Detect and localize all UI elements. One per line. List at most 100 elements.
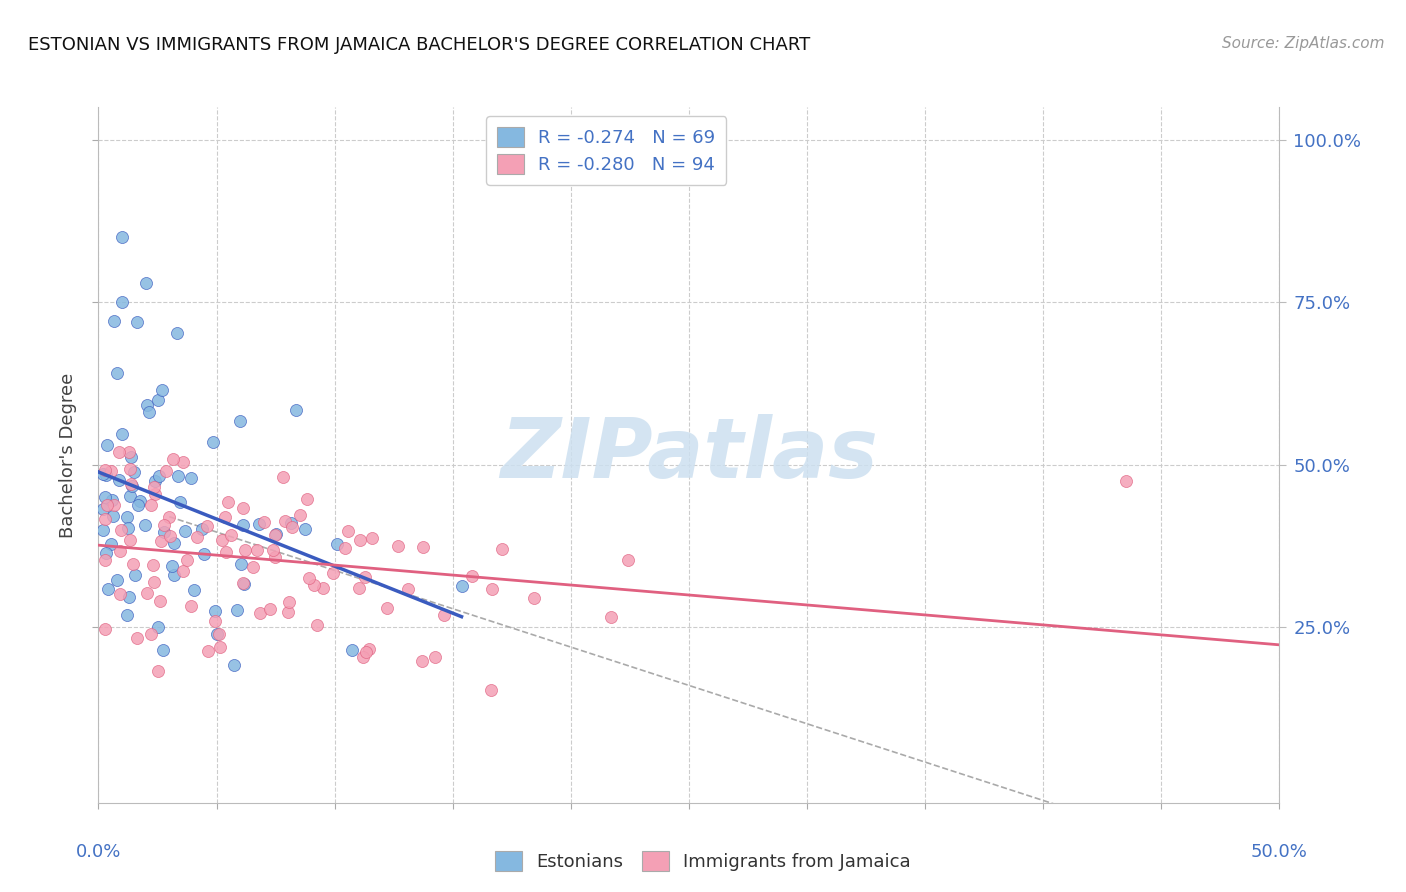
Point bbox=[262, 543, 284, 558]
Point bbox=[120, 489, 142, 503]
Point bbox=[94, 463, 117, 477]
Point bbox=[103, 498, 125, 512]
Point bbox=[411, 654, 433, 668]
Point bbox=[232, 501, 254, 516]
Legend: R = -0.274   N = 69, R = -0.280   N = 94: R = -0.274 N = 69, R = -0.280 N = 94 bbox=[486, 116, 727, 185]
Point bbox=[110, 523, 132, 537]
Point bbox=[354, 644, 377, 658]
Point bbox=[209, 640, 232, 655]
Point bbox=[259, 602, 281, 616]
Point bbox=[349, 533, 371, 548]
Point bbox=[105, 367, 128, 381]
Point bbox=[336, 524, 359, 538]
Point bbox=[264, 528, 287, 542]
Point bbox=[217, 495, 239, 509]
Point bbox=[142, 575, 165, 590]
Point bbox=[167, 468, 190, 483]
Point bbox=[96, 438, 118, 452]
Point bbox=[215, 545, 238, 559]
Point bbox=[191, 522, 214, 536]
Text: 0.0%: 0.0% bbox=[76, 843, 121, 861]
Point bbox=[183, 582, 205, 597]
Point bbox=[232, 576, 254, 591]
Legend: Estonians, Immigrants from Jamaica: Estonians, Immigrants from Jamaica bbox=[488, 844, 918, 879]
Point bbox=[111, 426, 134, 441]
Point bbox=[96, 546, 118, 560]
Point bbox=[333, 541, 356, 555]
Point bbox=[134, 517, 156, 532]
Point bbox=[153, 517, 176, 532]
Point bbox=[229, 557, 252, 571]
Point bbox=[312, 581, 335, 595]
Text: ESTONIAN VS IMMIGRANTS FROM JAMAICA BACHELOR'S DEGREE CORRELATION CHART: ESTONIAN VS IMMIGRANTS FROM JAMAICA BACH… bbox=[28, 36, 810, 54]
Point bbox=[197, 519, 219, 533]
Point bbox=[91, 523, 114, 537]
Point bbox=[207, 626, 229, 640]
Point bbox=[302, 577, 325, 591]
Point bbox=[481, 582, 503, 596]
Point bbox=[264, 549, 287, 564]
Point bbox=[172, 564, 194, 578]
Point bbox=[135, 585, 157, 599]
Point bbox=[326, 536, 349, 550]
Point bbox=[124, 568, 146, 582]
Point bbox=[222, 658, 245, 673]
Point bbox=[274, 514, 297, 528]
Point bbox=[122, 557, 145, 571]
Text: ZIPatlas: ZIPatlas bbox=[501, 415, 877, 495]
Point bbox=[145, 474, 167, 488]
Point bbox=[108, 473, 131, 487]
Point bbox=[166, 326, 188, 341]
Point bbox=[128, 499, 150, 513]
Point bbox=[285, 403, 308, 417]
Point bbox=[155, 464, 177, 478]
Point bbox=[110, 587, 132, 601]
Point bbox=[150, 383, 173, 397]
Point bbox=[233, 576, 256, 591]
Point bbox=[360, 531, 382, 545]
Point bbox=[125, 314, 148, 328]
Point bbox=[433, 607, 456, 622]
Point bbox=[305, 618, 328, 632]
Point bbox=[232, 518, 254, 533]
Point bbox=[105, 573, 128, 587]
Point bbox=[253, 515, 276, 529]
Point bbox=[141, 627, 163, 641]
Point bbox=[96, 499, 118, 513]
Point bbox=[160, 559, 183, 574]
Point bbox=[295, 491, 318, 506]
Point bbox=[211, 533, 233, 547]
Point bbox=[94, 511, 117, 525]
Point bbox=[135, 398, 157, 412]
Point bbox=[204, 614, 226, 628]
Point bbox=[172, 455, 194, 469]
Point bbox=[450, 579, 472, 593]
Point bbox=[322, 566, 344, 580]
Point bbox=[117, 607, 139, 622]
Point bbox=[157, 509, 180, 524]
Point bbox=[148, 594, 170, 608]
Point bbox=[128, 494, 150, 508]
Point bbox=[294, 522, 316, 536]
Point bbox=[193, 547, 215, 561]
Point bbox=[423, 649, 446, 664]
Point bbox=[491, 541, 513, 556]
Point bbox=[352, 649, 374, 664]
Point bbox=[169, 494, 191, 508]
Point bbox=[233, 542, 256, 557]
Point bbox=[375, 601, 398, 615]
Point bbox=[111, 295, 134, 310]
Point bbox=[354, 569, 377, 583]
Point bbox=[100, 464, 122, 478]
Text: 50.0%: 50.0% bbox=[1251, 843, 1308, 861]
Point bbox=[204, 604, 226, 618]
Point bbox=[94, 491, 117, 505]
Point bbox=[150, 534, 173, 549]
Point bbox=[159, 529, 181, 543]
Point bbox=[359, 641, 381, 656]
Point bbox=[396, 582, 419, 596]
Point bbox=[117, 591, 139, 605]
Point bbox=[249, 606, 271, 620]
Point bbox=[219, 528, 242, 542]
Point bbox=[281, 520, 304, 534]
